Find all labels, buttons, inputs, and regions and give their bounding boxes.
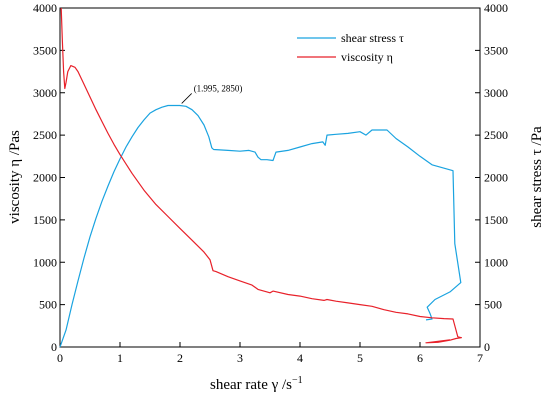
x-tick-label: 7 — [477, 351, 483, 365]
y-left-tick-label: 2000 — [33, 171, 57, 185]
x-axis-label: shear rate γ /s−1 — [210, 375, 303, 393]
x-tick-label: 1 — [117, 351, 123, 365]
y-left-tick-label: 3500 — [33, 43, 57, 57]
annotation-leader — [181, 93, 192, 104]
y-left-tick-label: 2500 — [33, 128, 57, 142]
x-tick-label: 2 — [177, 351, 183, 365]
y-right-tick-label: 2000 — [484, 171, 508, 185]
annotation: (1.995, 2850) — [181, 83, 243, 104]
x-axis-label-main: shear rate γ /s — [210, 377, 292, 393]
y-right-tick-label: 3000 — [484, 86, 508, 100]
legend-label-viscosity: viscosity η — [341, 50, 393, 64]
x-axis: 0 1 2 3 4 5 6 7 — [57, 342, 483, 365]
series-shear-stress-line — [59, 104, 462, 348]
y-right-tick-label: 1000 — [484, 255, 508, 269]
x-tick-label: 3 — [237, 351, 243, 365]
x-tick-label: 6 — [417, 351, 423, 365]
y-right-tick-label: 500 — [484, 298, 502, 312]
y-right-tick-label: 1500 — [484, 213, 508, 227]
y-left-tick-label: 500 — [39, 298, 57, 312]
plot-frame — [59, 7, 481, 348]
y-axis-left-label: viscosity η /Pas — [7, 130, 23, 224]
series-layer — [59, 7, 462, 348]
y-left-tick-label: 4000 — [33, 1, 57, 15]
y-right-tick-label: 2500 — [484, 128, 508, 142]
y-right-tick-label: 3500 — [484, 43, 508, 57]
y-right-tick-label: 0 — [484, 340, 490, 354]
y-left-tick-label: 3000 — [33, 86, 57, 100]
x-tick-label: 5 — [357, 351, 363, 365]
y-axis-right-label: shear stress τ /Pa — [529, 126, 545, 228]
y-axis-right: 0 500 1000 1500 2000 2500 3000 3500 4000 — [475, 1, 508, 354]
annotation-label: (1.995, 2850) — [194, 83, 243, 93]
y-right-tick-label: 4000 — [484, 1, 508, 15]
x-tick-label: 0 — [57, 351, 63, 365]
y-left-tick-label: 0 — [51, 340, 57, 354]
legend-label-shear-stress: shear stress τ — [341, 31, 404, 45]
y-left-tick-label: 1000 — [33, 255, 57, 269]
y-left-tick-label: 1500 — [33, 213, 57, 227]
y-axis-left: 0 500 1000 1500 2000 2500 3000 3500 4000 — [33, 1, 65, 354]
legend: shear stress τ viscosity η — [297, 31, 404, 64]
x-tick-label: 4 — [297, 351, 303, 365]
series-viscosity-line — [60, 7, 462, 344]
x-axis-label-superscript: −1 — [292, 375, 303, 386]
